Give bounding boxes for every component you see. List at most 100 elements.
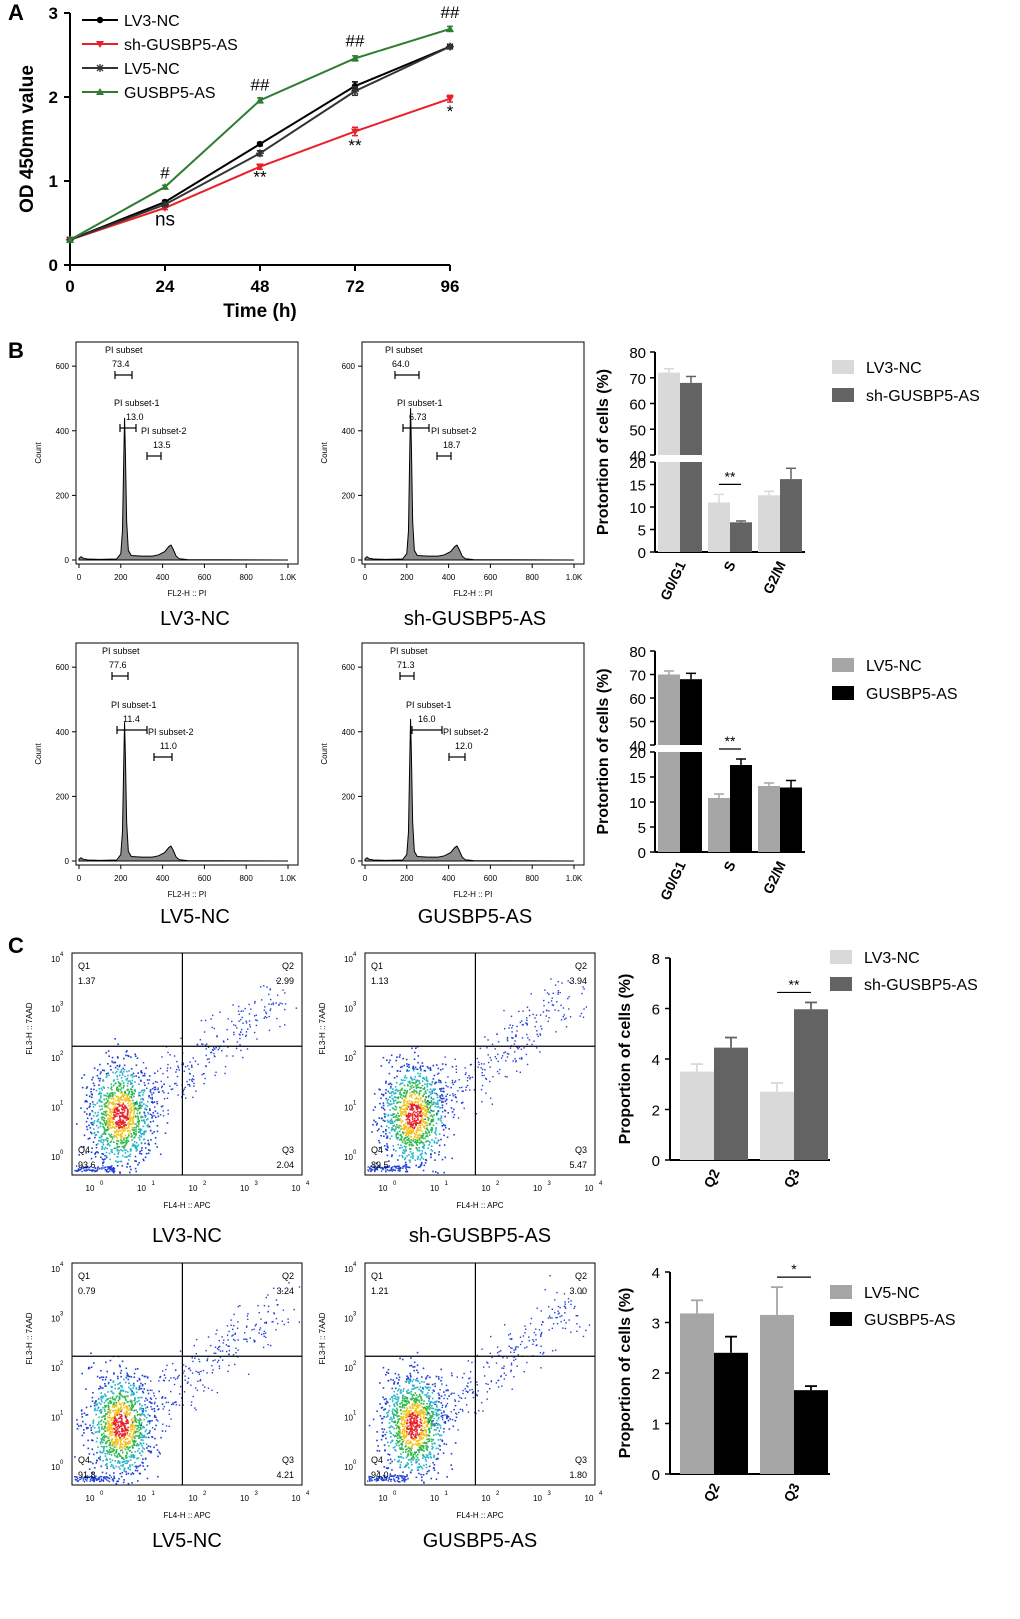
scatter-point [120,1069,123,1071]
scatter-point [389,1104,391,1106]
scatter-point [148,1414,151,1417]
scatter-point [397,1097,399,1100]
scatter-point [269,1008,272,1010]
scatter-point [233,1363,236,1366]
scatter-point [126,1097,129,1099]
scatter-point [408,1139,410,1142]
scatter-point [86,1113,88,1115]
scatter-point [382,1056,385,1059]
scatter-point [211,1372,214,1374]
scatter-point [234,1024,237,1027]
scatter-point [395,1114,398,1116]
scatter-point [401,1136,403,1138]
dot-plot-caption: sh-GUSBP5-AS [409,1225,551,1247]
scatter-point [417,1141,419,1144]
scatter-point [123,1139,125,1141]
scatter-point [124,1396,126,1399]
scatter-point [207,1387,210,1389]
scatter-point [137,1397,140,1399]
scatter-point [100,1438,102,1440]
scatter-point [423,1101,426,1104]
x-log-exp: 3 [255,1181,259,1187]
scatter-point [109,1430,112,1433]
scatter-point [102,1428,105,1430]
scatter-point [154,1110,157,1112]
scatter-point [142,1103,145,1105]
scatter-point [423,1104,426,1107]
scatter-point [466,1079,469,1082]
scatter-point [127,1159,130,1161]
scatter-point [103,1126,105,1129]
x-log-exp: 3 [548,1181,552,1187]
scatter-point [140,1439,143,1441]
scatter-point [141,1436,143,1439]
scatter-point [420,1108,423,1110]
scatter-point [84,1475,87,1477]
gate-value: 77.6 [109,660,127,670]
scatter-point [109,1411,112,1414]
scatter-point [123,1432,126,1435]
scatter-point [403,1137,406,1140]
scatter-point [97,1423,100,1425]
data-point [96,64,104,72]
scatter-point [415,1096,418,1099]
scatter-point [102,1415,105,1417]
scatter-point [405,1163,408,1166]
scatter-point [582,1016,585,1018]
scatter-point [147,1142,150,1145]
scatter-point [169,1085,171,1087]
scatter-point [267,1305,270,1308]
scatter-point [149,1113,152,1115]
scatter-point [122,1127,125,1130]
scatter-point [409,1148,411,1150]
scatter-point [100,1087,103,1090]
x-tick-label: 800 [240,874,254,883]
scatter-point [217,1048,219,1051]
scatter-point [438,1079,440,1082]
scatter-point [435,1092,437,1095]
scatter-point [184,1375,186,1377]
scatter-point [425,1159,428,1162]
scatter-point [415,1136,418,1139]
scatter-point [93,1362,95,1364]
scatter-point [150,1114,153,1116]
scatter-point [93,1132,96,1134]
scatter-point [121,1080,124,1082]
scatter-point [443,1124,445,1126]
scatter-point [151,1116,154,1118]
scatter-point [548,993,550,996]
scatter-point [412,1067,414,1070]
scatter-point [136,1057,139,1060]
scatter-point [554,984,557,986]
scatter-point [401,1406,404,1409]
scatter-point [378,1141,381,1144]
scatter-point [108,1477,111,1480]
scatter-point [424,1118,426,1120]
scatter-point [85,1388,87,1390]
scatter-point [464,1073,467,1076]
scatter-point [392,1148,395,1151]
scatter-point [132,1099,134,1102]
scatter-point [127,1482,130,1485]
scatter-point [415,1430,417,1433]
scatter-point [99,1480,101,1483]
scatter-point [432,1170,434,1173]
scatter-point [452,1083,454,1086]
scatter-point [100,1156,102,1159]
scatter-point [131,1116,133,1119]
scatter-point [527,1037,529,1039]
scatter-point [114,1072,117,1074]
scatter-point [406,1166,408,1168]
scatter-points [74,1282,301,1485]
scatter-point [162,1379,165,1382]
scatter-point [113,1413,116,1416]
scatter-point [108,1439,111,1442]
scatter-point [385,1170,387,1173]
bar [780,787,802,852]
scatter-point [565,1017,567,1019]
scatter-point [236,1327,239,1329]
scatter-point [91,1475,94,1478]
scatter-point [151,1098,154,1100]
scatter-point [91,1110,94,1113]
scatter-point [254,1000,256,1003]
